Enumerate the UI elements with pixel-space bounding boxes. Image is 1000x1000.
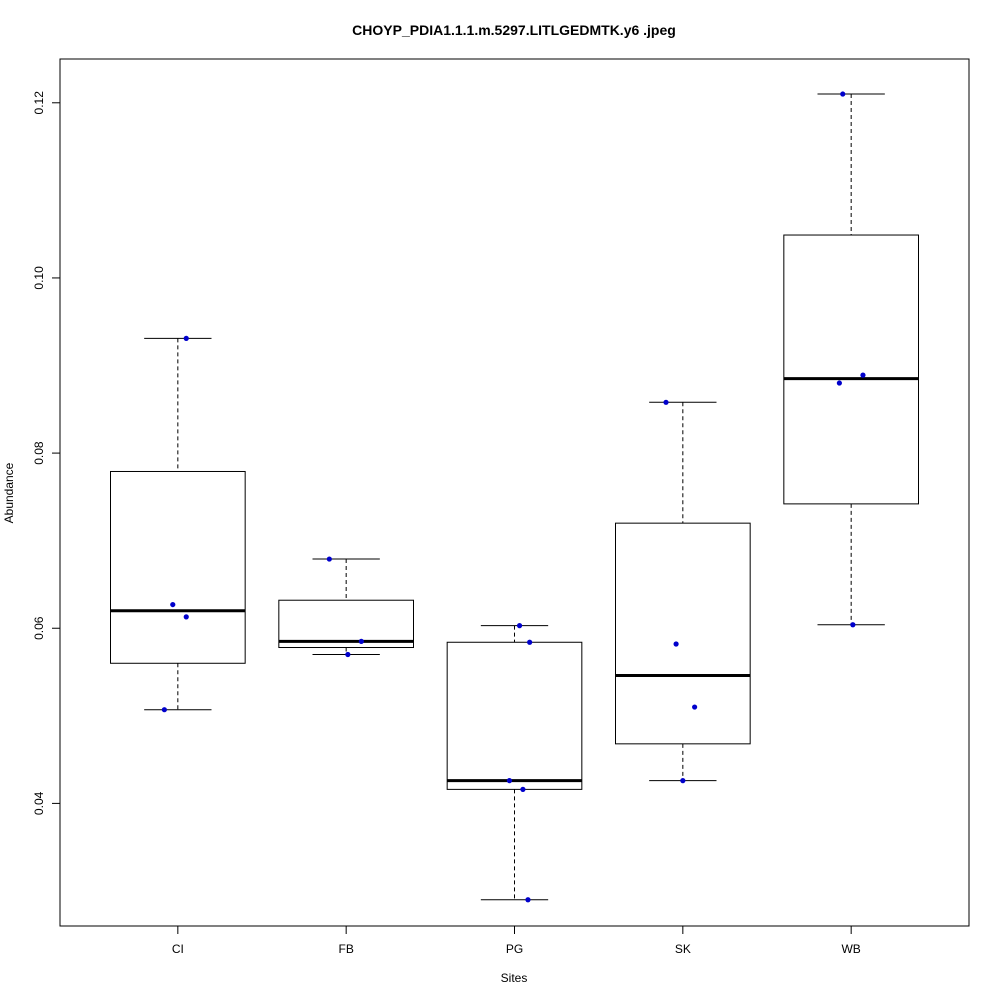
- iqr-box: [110, 470, 246, 664]
- x-tick-label: WB: [841, 942, 860, 956]
- data-point: [836, 380, 842, 386]
- iqr-box: [783, 234, 919, 505]
- data-point: [183, 335, 189, 341]
- data-point: [326, 556, 332, 562]
- iqr-box: [446, 641, 583, 790]
- y-tick-label: 0.12: [32, 91, 46, 115]
- y-axis: 0.04 0.06 0.08 0.10 0.12: [32, 91, 60, 815]
- data-point: [525, 897, 531, 903]
- y-axis-label: Abundance: [2, 462, 16, 523]
- box-pg: [446, 625, 583, 901]
- iqr-box: [278, 599, 415, 649]
- data-point: [680, 778, 686, 784]
- box-wb: [783, 93, 919, 626]
- data-point: [673, 641, 679, 647]
- data-point: [850, 622, 856, 628]
- y-tick-label: 0.10: [32, 266, 46, 290]
- box-fb: [278, 558, 415, 656]
- y-tick-label: 0.06: [32, 616, 46, 640]
- x-axis-label: Sites: [501, 971, 528, 985]
- data-point: [183, 614, 189, 620]
- x-tick-label: PG: [506, 942, 523, 956]
- data-point: [506, 778, 513, 784]
- data-point: [161, 707, 167, 713]
- data-point: [516, 623, 523, 629]
- box-sk: [615, 401, 751, 782]
- data-point: [345, 651, 351, 658]
- data-point: [860, 372, 866, 378]
- x-axis: CI FB PG SK WB: [172, 926, 861, 956]
- y-tick-label: 0.08: [32, 441, 46, 465]
- data-point: [692, 704, 698, 710]
- y-tick-label: 0.04: [32, 791, 46, 815]
- boxes: [110, 93, 919, 901]
- x-tick-label: SK: [675, 942, 691, 956]
- x-tick-label: FB: [338, 942, 353, 956]
- data-point: [527, 639, 533, 645]
- data-point: [663, 399, 669, 405]
- chart-title: CHOYP_PDIA1.1.1.m.5297.LITLGEDMTK.y6 .jp…: [352, 22, 676, 38]
- data-point: [358, 638, 364, 644]
- data-point: [520, 786, 526, 792]
- data-point: [840, 91, 846, 97]
- data-point: [170, 601, 176, 608]
- iqr-box: [615, 522, 751, 745]
- box-ci: [110, 337, 246, 711]
- data-points: [161, 91, 866, 903]
- x-tick-label: CI: [172, 942, 184, 956]
